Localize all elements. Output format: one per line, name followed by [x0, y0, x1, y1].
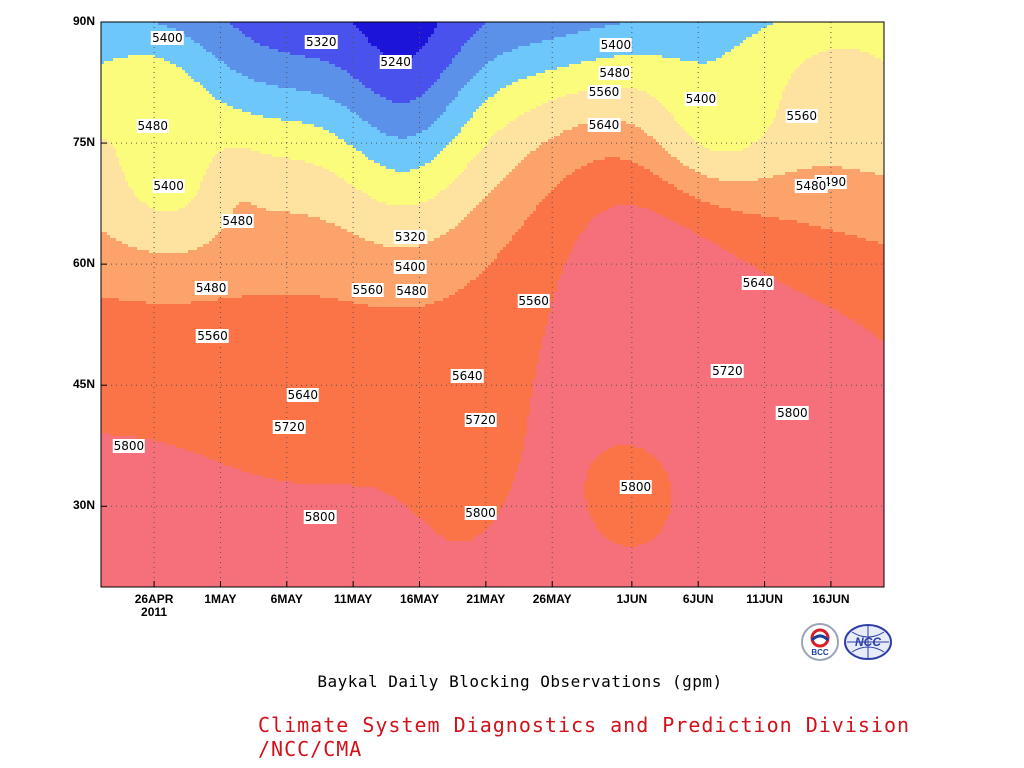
contour-label: 5480 — [221, 214, 254, 228]
contour-label: 5720 — [464, 413, 497, 427]
contour-label: 5640 — [286, 388, 319, 402]
contour-label: 5320 — [305, 35, 338, 49]
contour-label: 5480 — [136, 119, 169, 133]
logos: BCC NCC — [800, 622, 900, 666]
x-tick-label: 16JUN — [786, 593, 876, 606]
contour-label: 5800 — [464, 506, 497, 520]
bcc-logo-icon: BCC — [802, 624, 838, 660]
y-tick-label: 90N — [45, 14, 95, 28]
credit-text: Climate System Diagnostics and Predictio… — [258, 713, 1024, 761]
contour-label: 5400 — [600, 38, 633, 52]
contour-fill — [101, 22, 884, 587]
x-tick-label: 26MAY — [507, 593, 597, 606]
contour-label: 5480 — [795, 179, 828, 193]
y-tick-label: 60N — [45, 256, 95, 270]
contour-label: 5640 — [742, 276, 775, 290]
contour-label: 5720 — [273, 420, 306, 434]
contour-label: 5640 — [588, 118, 621, 132]
contour-label: 5240 — [379, 55, 412, 69]
contour-label: 5480 — [195, 281, 228, 295]
contour-label: 5560 — [196, 329, 229, 343]
contour-label: 5400 — [685, 92, 718, 106]
contour-label: 5320 — [394, 230, 427, 244]
contour-label: 5400 — [394, 260, 427, 274]
y-tick-label: 45N — [45, 377, 95, 391]
contour-label: 5560 — [351, 283, 384, 297]
bcc-logo-text: BCC — [811, 648, 829, 657]
contour-label: 5560 — [517, 294, 550, 308]
contour-label: 5560 — [785, 109, 818, 123]
contour-label: 5720 — [711, 364, 744, 378]
contour-label: 5800 — [776, 406, 809, 420]
contour-label: 5800 — [304, 510, 337, 524]
contour-label: 5480 — [395, 284, 428, 298]
ncc-logo-icon: NCC — [845, 625, 891, 659]
contour-label: 5640 — [451, 369, 484, 383]
y-tick-label: 75N — [45, 135, 95, 149]
contour-label: 5480 — [598, 66, 631, 80]
y-tick-label: 30N — [45, 498, 95, 512]
contour-label: 5800 — [620, 480, 653, 494]
contour-label: 5800 — [113, 439, 146, 453]
chart-title: Baykal Daily Blocking Observations (gpm) — [0, 672, 1024, 691]
contour-label: 5400 — [152, 179, 185, 193]
ncc-logo-text: NCC — [855, 635, 881, 649]
contour-label: 5400 — [151, 31, 184, 45]
contour-label: 5560 — [588, 85, 621, 99]
